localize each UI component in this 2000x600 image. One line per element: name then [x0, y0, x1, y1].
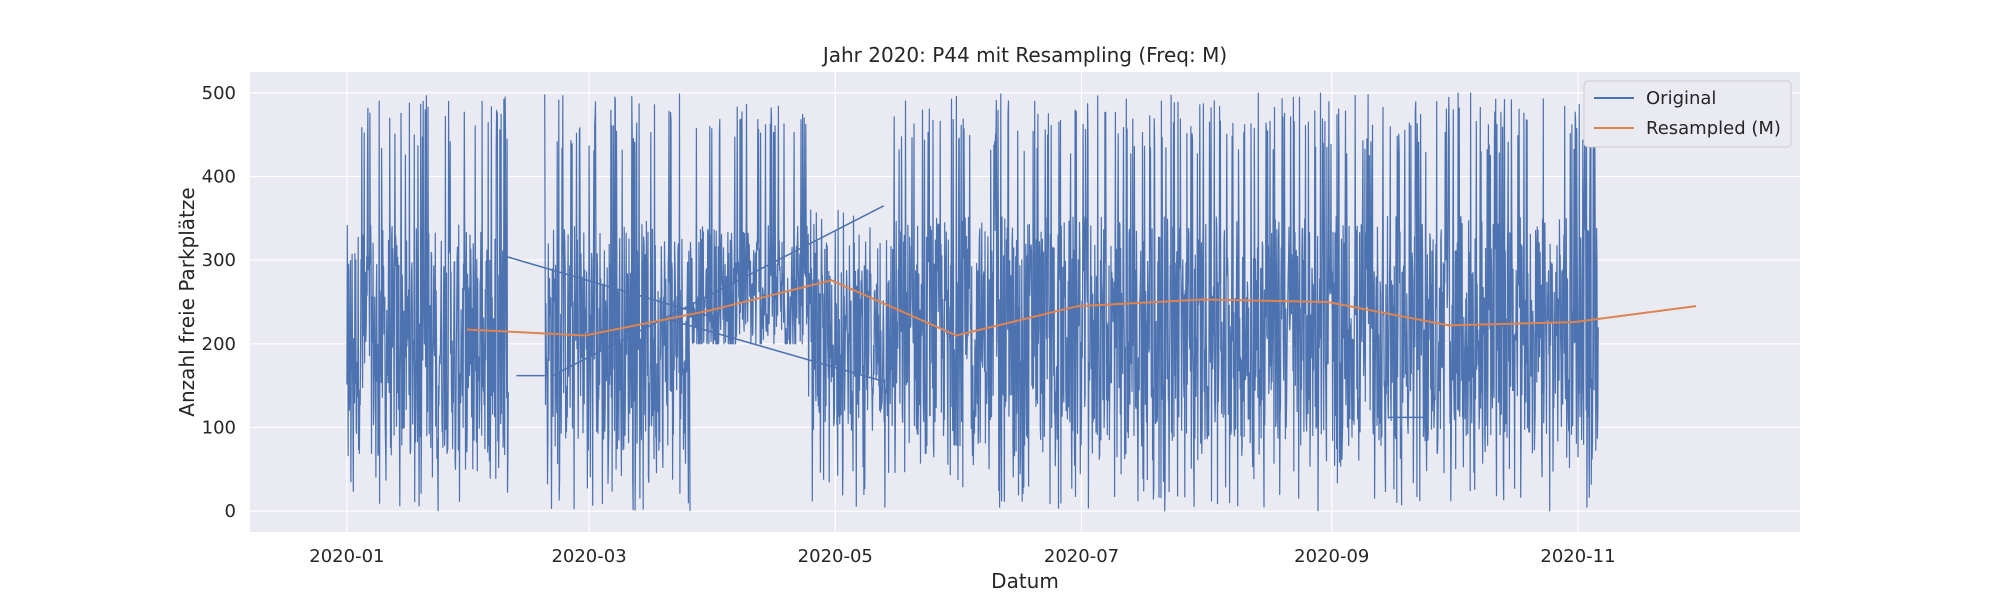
y-tick-label: 0 — [225, 501, 236, 522]
y-tick-label: 200 — [202, 334, 236, 355]
resampled-point — [1326, 300, 1329, 304]
x-axis: 2020-01 2020-03 2020-05 2020-07 2020-09 2020-… — [309, 546, 1615, 567]
resampled-point — [1693, 304, 1697, 308]
original-line-segment — [346, 95, 509, 512]
chart-title: Jahr 2020: P44 mit Resampling (Freq: M) — [821, 43, 1227, 67]
y-axis: 0 100 200 300 400 500 — [202, 83, 236, 522]
x-tick-label: 2020-11 — [1540, 546, 1615, 567]
x-tick-label: 2020-07 — [1044, 546, 1119, 567]
x-tick-label: 2020-01 — [309, 546, 384, 567]
series-original — [346, 92, 1599, 512]
x-tick-label: 2020-09 — [1294, 546, 1369, 567]
original-line-segment — [544, 93, 691, 511]
resampled-point — [955, 334, 958, 337]
original-connector-line — [552, 205, 885, 377]
y-tick-label: 400 — [202, 167, 236, 188]
original-connector-line — [665, 318, 884, 383]
y-tick-label: 500 — [202, 83, 236, 104]
resampled-point — [466, 328, 470, 331]
x-axis-label: Datum — [991, 569, 1059, 593]
legend: Original Resampled (M) — [1583, 80, 1792, 148]
legend-label-resampled: Resampled (M) — [1646, 118, 1781, 139]
original-line-segment — [689, 103, 808, 345]
resampled-point — [708, 309, 712, 312]
original-line-segment — [806, 209, 893, 508]
y-tick-label: 300 — [202, 250, 236, 271]
y-axis-label: Anzahl freie Parkplätze — [175, 187, 199, 416]
resampled-point — [1572, 320, 1576, 324]
original-line-segment — [891, 92, 1599, 512]
resampled-point — [1447, 324, 1451, 327]
resampled-point — [830, 279, 833, 282]
resampled-point — [1076, 304, 1079, 308]
resampled-point — [583, 334, 587, 337]
y-tick-label: 100 — [202, 417, 236, 438]
x-tick-label: 2020-05 — [798, 546, 873, 567]
legend-label-original: Original — [1646, 88, 1716, 109]
resampled-point — [1201, 298, 1204, 301]
series-resampled — [466, 279, 1697, 337]
x-tick-label: 2020-03 — [551, 546, 626, 567]
legend-box — [1583, 80, 1792, 148]
